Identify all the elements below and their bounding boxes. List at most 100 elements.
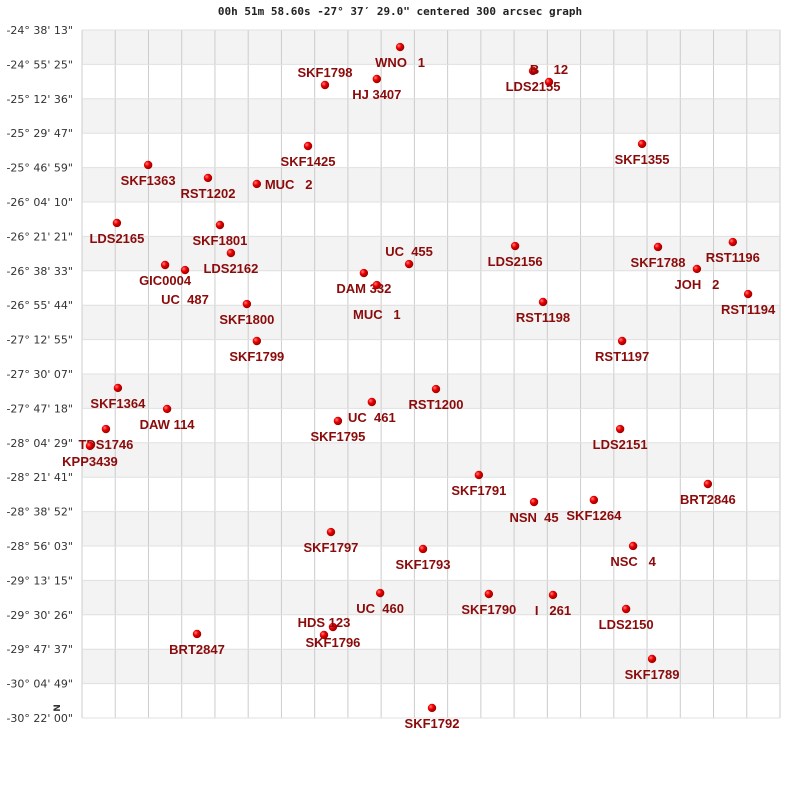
star-marker: I 261 xyxy=(535,590,571,618)
star-label: UC 487 xyxy=(161,292,209,307)
star-marker: RST1198 xyxy=(516,297,570,325)
star-label: UC 460 xyxy=(356,601,404,616)
y-tick-label: -29° 30' 26" xyxy=(6,609,73,622)
grid-band xyxy=(82,649,780,684)
star-marker: RST1200 xyxy=(409,384,463,412)
star-label: SKF1793 xyxy=(396,557,451,572)
y-tick-label: -26° 21' 21" xyxy=(6,230,73,243)
star-marker: MUC 1 xyxy=(353,280,401,322)
star-point xyxy=(180,265,190,275)
star-marker: B 12 xyxy=(530,62,568,87)
star-label: SKF1363 xyxy=(121,173,176,188)
grid-band xyxy=(82,98,780,134)
grid-band xyxy=(82,580,780,615)
y-tick-label: -25° 46' 59" xyxy=(6,162,73,175)
star-marker: LDS2165 xyxy=(89,218,144,246)
grid-band xyxy=(82,546,780,581)
star-marker: LDS2156 xyxy=(488,241,543,269)
star-point xyxy=(319,630,329,640)
star-marker: SKF1800 xyxy=(219,299,274,327)
star-label: NSN 45 xyxy=(509,510,558,525)
star-marker: UC 461 xyxy=(348,397,396,425)
star-point xyxy=(303,141,313,151)
star-marker: HJ 3407 xyxy=(352,74,401,102)
star-marker: SKF1795 xyxy=(310,416,365,444)
star-point xyxy=(484,589,494,599)
star-marker: NSC 4 xyxy=(610,541,657,569)
star-label: HDS 123 xyxy=(298,615,351,630)
star-point xyxy=(328,622,338,632)
star-marker: SKF1355 xyxy=(615,139,670,167)
star-marker: NSN 45 xyxy=(509,497,559,525)
star-label: SKF1791 xyxy=(451,483,506,498)
star-label: B 12 xyxy=(530,62,568,77)
star-label: LDS2150 xyxy=(599,617,654,632)
star-label: LDS2156 xyxy=(488,254,543,269)
star-marker: RST1194 xyxy=(721,289,776,317)
star-point xyxy=(548,590,558,600)
y-tick-label: -30° 22' 00" xyxy=(6,712,73,725)
star-marker: UC 460 xyxy=(356,588,404,616)
star-marker: UC 487 xyxy=(161,265,209,307)
star-point xyxy=(326,527,336,537)
star-label: DAW 114 xyxy=(140,417,196,432)
y-tick-label: -25° 29' 47" xyxy=(6,127,73,140)
star-point xyxy=(510,241,520,251)
star-label: SKF1788 xyxy=(631,255,686,270)
star-point xyxy=(544,77,554,87)
star-label: HJ 3407 xyxy=(352,87,401,102)
star-point xyxy=(333,416,343,426)
star-marker: SKF1789 xyxy=(625,654,679,682)
grid-band xyxy=(82,442,780,478)
star-label: DAM 332 xyxy=(336,281,391,296)
grid-band xyxy=(82,305,780,340)
star-label: SKF1797 xyxy=(303,540,358,555)
star-label: SKF1790 xyxy=(461,602,516,617)
star-point xyxy=(192,629,202,639)
grid-band xyxy=(82,167,780,202)
star-point xyxy=(372,74,382,84)
star-point xyxy=(143,160,153,170)
star-marker: BRT2846 xyxy=(680,479,736,507)
star-marker: RST1197 xyxy=(595,336,649,364)
grid-band xyxy=(82,133,780,168)
star-point xyxy=(203,173,213,183)
star-point xyxy=(252,336,262,346)
y-tick-label: -24° 38' 13" xyxy=(6,24,73,37)
star-marker: SKF1793 xyxy=(396,544,451,572)
y-tick-label: -24° 55' 25" xyxy=(6,58,73,71)
star-point xyxy=(160,260,170,270)
grid-band xyxy=(82,236,780,271)
star-label: SKF1798 xyxy=(298,65,353,80)
star-point xyxy=(320,80,330,90)
star-point xyxy=(375,588,385,598)
star-marker: SKF1801 xyxy=(192,220,247,248)
star-label: SKF1355 xyxy=(615,152,670,167)
star-marker: WNO 1 xyxy=(375,42,425,70)
star-point xyxy=(529,497,539,507)
grid-band xyxy=(82,477,780,512)
y-tick-label: -27° 47' 18" xyxy=(6,402,73,415)
star-label: RST1198 xyxy=(516,310,570,325)
star-marker: BRT2847 xyxy=(169,629,225,657)
star-marker: DAW 114 xyxy=(140,404,196,432)
star-marker: RST1202 xyxy=(181,173,235,201)
star-marker: LDS2150 xyxy=(599,604,654,632)
star-marker: SKF1798 xyxy=(298,65,353,90)
star-marker: KPP3439 xyxy=(62,441,118,469)
star-point xyxy=(372,280,382,290)
star-point xyxy=(359,268,369,278)
star-marker: SKF1791 xyxy=(451,470,506,498)
star-point xyxy=(647,654,657,664)
star-point xyxy=(112,218,122,228)
star-label: SKF1795 xyxy=(310,429,365,444)
star-label: LDS2151 xyxy=(593,437,648,452)
y-tick-label: -28° 21' 41" xyxy=(6,471,73,484)
grid-band xyxy=(82,339,780,374)
star-point xyxy=(395,42,405,52)
star-point xyxy=(404,259,414,269)
north-marker: N xyxy=(53,704,63,712)
star-marker: RST1196 xyxy=(706,237,760,265)
star-point xyxy=(589,495,599,505)
star-label: UC 461 xyxy=(348,410,396,425)
